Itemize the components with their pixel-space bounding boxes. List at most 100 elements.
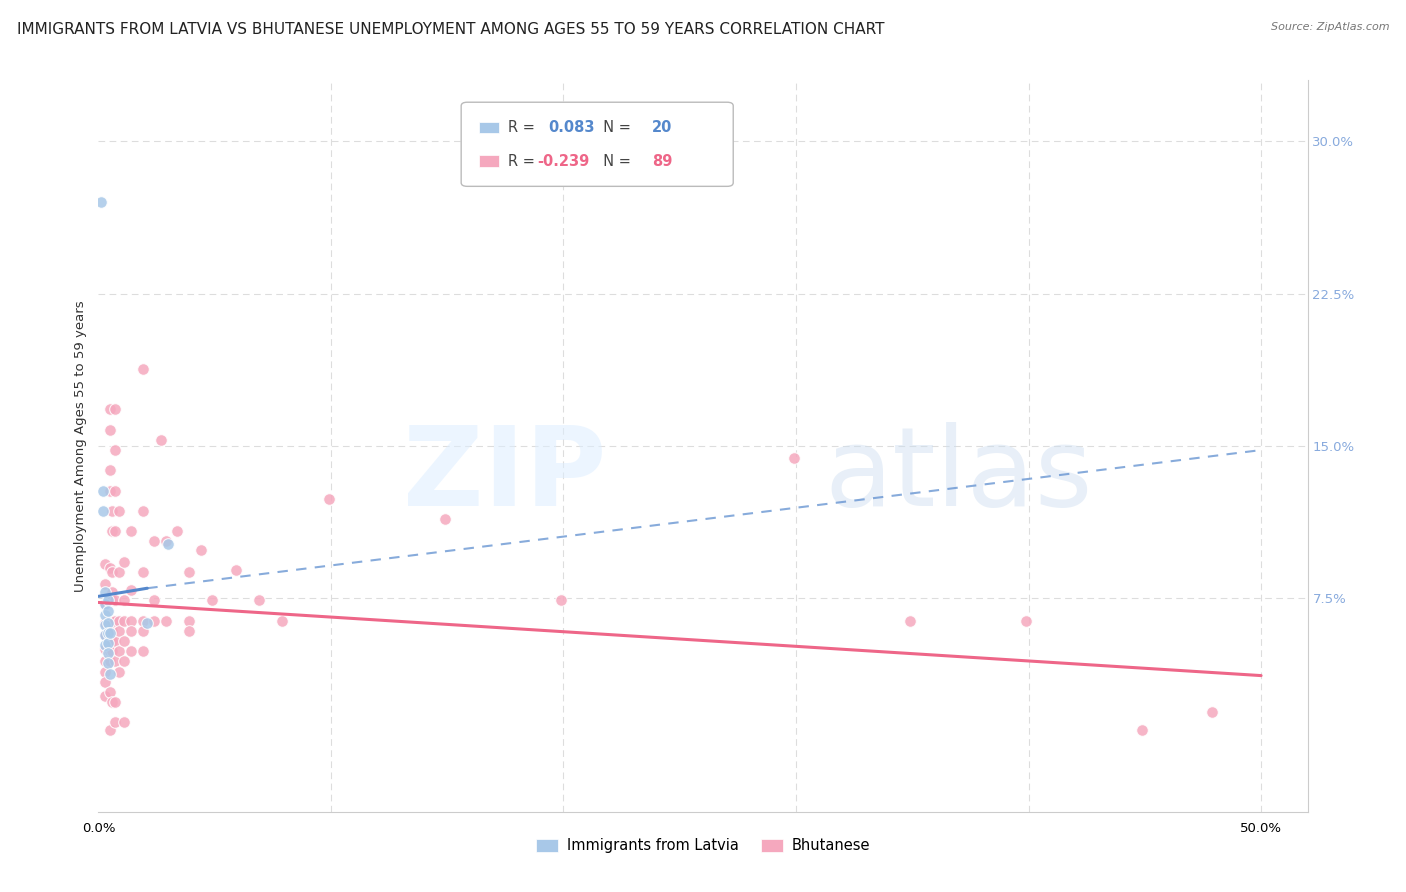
FancyBboxPatch shape — [479, 155, 499, 167]
Point — [150, 433, 173, 447]
Text: 20: 20 — [652, 120, 672, 135]
Point — [112, 654, 135, 668]
Point — [98, 624, 121, 638]
Point — [101, 695, 124, 709]
Point — [104, 614, 127, 628]
Point — [98, 423, 121, 437]
Point — [108, 624, 131, 638]
Point — [97, 615, 120, 630]
Point — [98, 483, 121, 498]
Point — [155, 614, 177, 628]
Point — [94, 617, 117, 632]
Point — [166, 524, 188, 539]
Point — [143, 614, 166, 628]
Point — [131, 614, 153, 628]
Point — [98, 402, 121, 417]
Point — [131, 504, 153, 518]
Point — [98, 723, 121, 738]
Point — [782, 451, 804, 466]
Point — [101, 565, 124, 579]
Text: ZIP: ZIP — [404, 422, 606, 529]
Point — [225, 563, 247, 577]
Text: atlas: atlas — [824, 422, 1092, 529]
Point — [101, 614, 124, 628]
Point — [94, 598, 117, 612]
Point — [91, 504, 114, 518]
Point — [104, 402, 127, 417]
Point — [143, 593, 166, 607]
Point — [271, 614, 294, 628]
Point — [131, 644, 153, 658]
Point — [98, 614, 121, 628]
Point — [131, 361, 153, 376]
Point — [98, 626, 121, 640]
Point — [104, 654, 127, 668]
Point — [179, 614, 201, 628]
Point — [112, 614, 135, 628]
Point — [155, 534, 177, 549]
Point — [104, 634, 127, 648]
Point — [97, 657, 120, 671]
Point — [112, 555, 135, 569]
Point — [120, 583, 142, 598]
Point — [1201, 705, 1223, 719]
Point — [98, 666, 121, 681]
Point — [98, 685, 121, 699]
Point — [94, 674, 117, 689]
Point — [131, 565, 153, 579]
Point — [94, 665, 117, 679]
Text: Source: ZipAtlas.com: Source: ZipAtlas.com — [1271, 22, 1389, 32]
Point — [94, 628, 117, 642]
Point — [98, 644, 121, 658]
Point — [112, 593, 135, 607]
Y-axis label: Unemployment Among Ages 55 to 59 years: Unemployment Among Ages 55 to 59 years — [75, 301, 87, 591]
Text: IMMIGRANTS FROM LATVIA VS BHUTANESE UNEMPLOYMENT AMONG AGES 55 TO 59 YEARS CORRE: IMMIGRANTS FROM LATVIA VS BHUTANESE UNEM… — [17, 22, 884, 37]
Point — [104, 695, 127, 709]
Point — [98, 463, 121, 477]
Point — [94, 654, 117, 668]
Point — [201, 593, 224, 607]
Point — [98, 634, 121, 648]
Point — [101, 524, 124, 539]
Point — [101, 504, 124, 518]
Text: R =: R = — [509, 120, 540, 135]
Point — [190, 542, 212, 557]
Point — [433, 512, 456, 526]
Point — [104, 593, 127, 607]
Point — [112, 634, 135, 648]
Point — [97, 593, 120, 607]
Point — [108, 614, 131, 628]
Point — [94, 638, 117, 652]
Point — [108, 504, 131, 518]
Legend: Immigrants from Latvia, Bhutanese: Immigrants from Latvia, Bhutanese — [530, 832, 876, 859]
Point — [898, 614, 921, 628]
Point — [108, 565, 131, 579]
Point — [101, 593, 124, 607]
Point — [94, 689, 117, 703]
Point — [97, 636, 120, 650]
Point — [131, 624, 153, 638]
Point — [98, 561, 121, 575]
Text: R =: R = — [509, 153, 540, 169]
Point — [120, 524, 142, 539]
Point — [104, 483, 127, 498]
FancyBboxPatch shape — [479, 121, 499, 133]
Text: -0.239: -0.239 — [537, 153, 589, 169]
Point — [318, 491, 340, 506]
Point — [101, 585, 124, 599]
Point — [97, 603, 120, 617]
Point — [104, 443, 127, 458]
Point — [1132, 723, 1154, 738]
Point — [90, 195, 112, 210]
Point — [550, 593, 572, 607]
Point — [108, 665, 131, 679]
Point — [136, 615, 159, 630]
Point — [143, 534, 166, 549]
Point — [120, 624, 142, 638]
Point — [247, 593, 270, 607]
Point — [104, 715, 127, 730]
Point — [101, 634, 124, 648]
Point — [97, 626, 120, 640]
Point — [112, 715, 135, 730]
Point — [94, 628, 117, 642]
